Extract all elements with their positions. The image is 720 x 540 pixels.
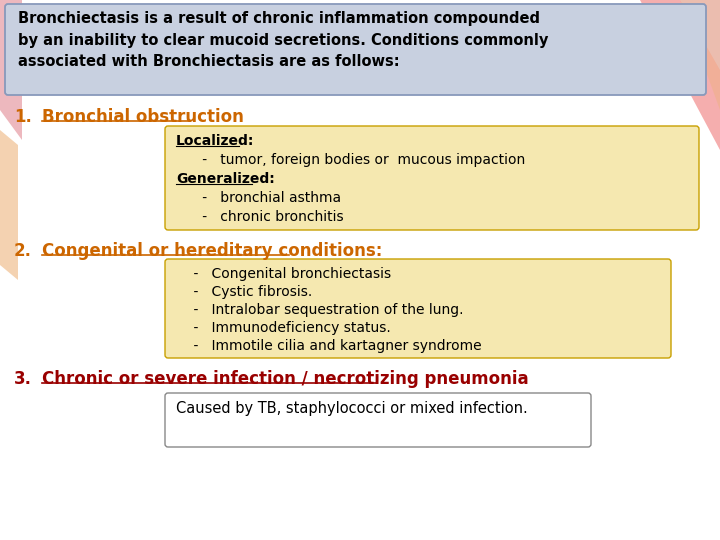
Text: -   bronchial asthma: - bronchial asthma bbox=[176, 191, 341, 205]
Text: Bronchial obstruction: Bronchial obstruction bbox=[42, 108, 244, 126]
Text: -   Immotile cilia and kartagner syndrome: - Immotile cilia and kartagner syndrome bbox=[176, 339, 482, 353]
FancyBboxPatch shape bbox=[165, 393, 591, 447]
Text: -   Congenital bronchiectasis: - Congenital bronchiectasis bbox=[176, 267, 391, 281]
Text: Localized:: Localized: bbox=[176, 134, 254, 148]
Text: -   Immunodeficiency status.: - Immunodeficiency status. bbox=[176, 321, 391, 335]
Text: 2.: 2. bbox=[14, 242, 32, 260]
Polygon shape bbox=[580, 0, 720, 150]
Text: Caused by TB, staphylococci or mixed infection.: Caused by TB, staphylococci or mixed inf… bbox=[176, 401, 528, 416]
FancyBboxPatch shape bbox=[5, 4, 706, 95]
Text: Bronchiectasis is a result of chronic inflammation compounded
by an inability to: Bronchiectasis is a result of chronic in… bbox=[18, 11, 549, 69]
FancyBboxPatch shape bbox=[165, 126, 699, 230]
Text: Chronic or severe infection / necrotizing pneumonia: Chronic or severe infection / necrotizin… bbox=[42, 370, 528, 388]
Text: 1.: 1. bbox=[14, 108, 32, 126]
Text: 3.: 3. bbox=[14, 370, 32, 388]
Text: -   Intralobar sequestration of the lung.: - Intralobar sequestration of the lung. bbox=[176, 303, 464, 317]
Text: -   Cystic fibrosis.: - Cystic fibrosis. bbox=[176, 285, 312, 299]
Text: Congenital or hereditary conditions:: Congenital or hereditary conditions: bbox=[42, 242, 382, 260]
Polygon shape bbox=[640, 0, 720, 110]
Polygon shape bbox=[0, 0, 22, 140]
Text: Generalized:: Generalized: bbox=[176, 172, 275, 186]
FancyBboxPatch shape bbox=[165, 259, 671, 358]
Text: -   chronic bronchitis: - chronic bronchitis bbox=[176, 210, 343, 224]
Polygon shape bbox=[680, 0, 720, 70]
Text: -   tumor, foreign bodies or  mucous impaction: - tumor, foreign bodies or mucous impact… bbox=[176, 153, 526, 167]
Polygon shape bbox=[0, 130, 18, 280]
